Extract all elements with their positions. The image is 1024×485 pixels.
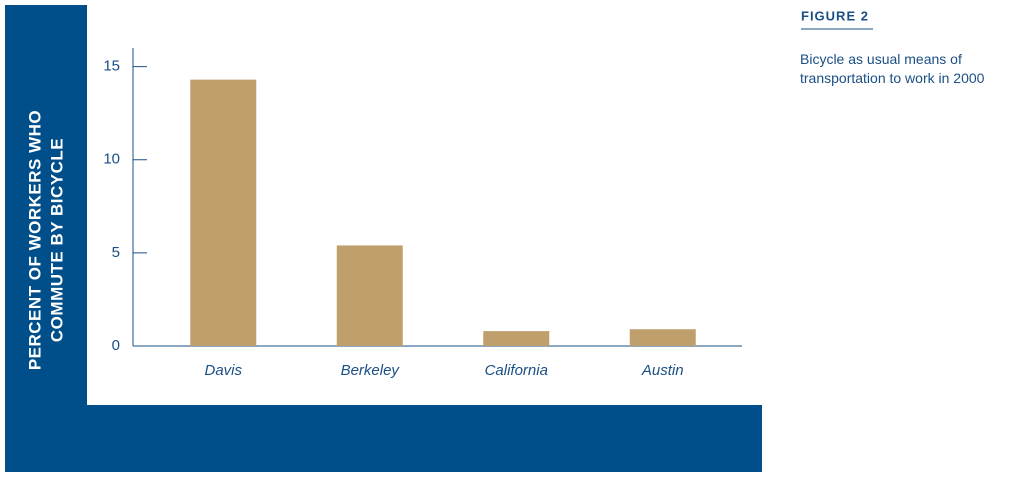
figure-label: FIGURE 2 bbox=[801, 8, 869, 23]
caption-box: Bicycle as usual means of transportation… bbox=[800, 51, 985, 86]
y-tick-label: 5 bbox=[112, 244, 120, 261]
x-tick-label: California bbox=[485, 362, 548, 379]
x-tick-label: Davis bbox=[204, 362, 242, 379]
bar bbox=[190, 79, 257, 346]
y-tick-label: 10 bbox=[103, 151, 120, 168]
x-tick-label: Berkeley bbox=[341, 362, 401, 379]
y-axis-title: PERCENT OF WORKERS WHO COMMUTE BY BICYCL… bbox=[25, 110, 66, 370]
y-tick-label: 15 bbox=[103, 58, 120, 75]
x-tick-label: Austin bbox=[641, 362, 684, 379]
bar bbox=[483, 331, 550, 346]
y-label: COMMUTE BY BICYCLE bbox=[47, 138, 66, 342]
caption: Bicycle as usual means of transportation… bbox=[800, 51, 985, 86]
bar bbox=[336, 245, 403, 346]
y-tick-label: 0 bbox=[112, 337, 120, 354]
bar bbox=[629, 329, 696, 346]
y-label: PERCENT OF WORKERS WHO bbox=[25, 110, 44, 370]
